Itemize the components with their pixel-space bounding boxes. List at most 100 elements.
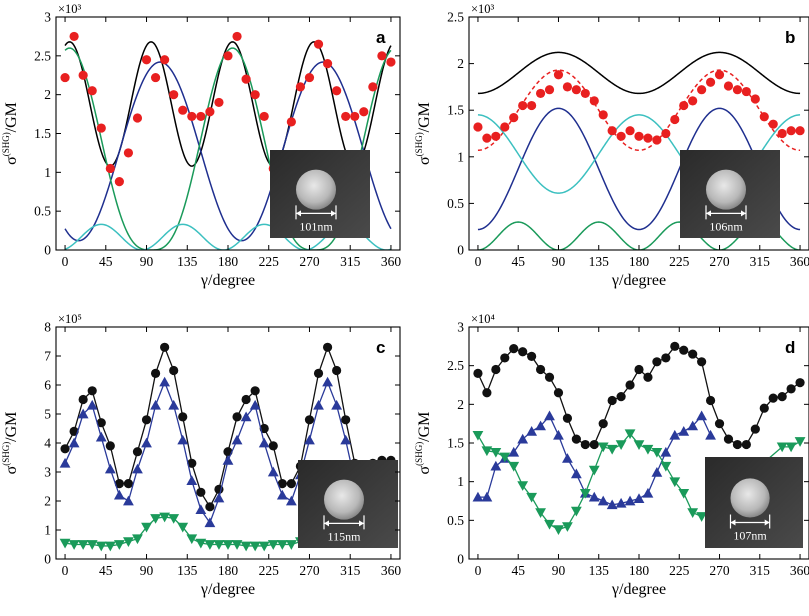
sem-inset: 101nm [270,150,370,238]
x-tick-label: 0 [475,563,482,578]
x-tick-label: 45 [99,254,113,269]
data-point [222,540,234,550]
data-point [687,508,699,518]
data-point [651,447,663,458]
y-axis-label-sup: (SHG) [414,442,424,466]
panel-label: a [376,28,386,47]
data-point [776,442,788,453]
y-tick-label: 4 [44,436,51,451]
y-axis-label-sup: (SHG) [414,132,424,156]
data-point [517,433,529,444]
data-point [597,442,609,453]
x-tick-label: 0 [62,254,69,269]
data-point [661,128,671,139]
scale-bar-label: 106nm [709,219,743,233]
data-point [141,522,152,533]
x-tick-label: 315 [340,563,361,578]
scale-bar-label: 107nm [733,529,767,543]
data-point [615,497,627,508]
data-point [785,442,797,453]
data-point [169,90,179,100]
data-point [660,461,672,472]
y-tick-label: 1.5 [447,436,464,451]
data-point [196,487,206,497]
x-tick-label: 270 [709,254,730,269]
y-axis-label-sup: (SHG) [1,132,11,156]
data-point [259,111,269,122]
x-tick-label: 360 [381,254,402,269]
panel-a: 101nm 0 45 90 135 180 225 270 315 360 0 0.5 1 1.5 2 2.5… [1,2,401,289]
data-point [186,475,198,486]
data-point [68,540,80,550]
data-point [150,399,161,410]
data-point [160,55,170,65]
y-tick-label: 1 [457,474,464,489]
data-point [322,376,333,387]
data-point [150,514,161,524]
data-point [553,525,564,536]
data-point [697,357,707,367]
data-point [544,410,555,421]
x-tick-label: 0 [62,563,69,578]
data-point [187,458,197,468]
y-tick-label: 0.5 [447,196,464,211]
x-tick-label: 0 [475,254,482,269]
data-point [276,540,288,550]
data-point [491,364,501,375]
data-point [232,31,242,42]
y-tick-label: 2.5 [447,358,464,373]
data-point [304,415,315,425]
sem-inset: 115nm [298,460,398,548]
x-tick-label: 135 [177,563,198,578]
data-point [150,368,161,378]
data-point [482,133,492,143]
data-point [562,413,573,423]
data-point [132,113,143,123]
x-tick-label: 45 [511,563,525,578]
y-tick-label: 2 [457,56,464,71]
x-tick-label: 225 [259,254,280,269]
data-point [634,131,644,141]
data-point [616,131,626,141]
y-axis-label: σ(SHG)/GM [1,102,20,165]
y-tick-label: 0 [457,243,464,258]
data-point [341,111,351,122]
y-tick-label: 0 [457,552,464,567]
data-point [500,353,510,363]
data-point [59,538,71,549]
data-point [570,468,582,479]
data-point [104,463,116,474]
x-tick-label: 90 [552,254,566,269]
data-point [177,522,189,533]
data-point [518,100,528,111]
y-axis-label: σ(SHG)/GM [414,102,433,165]
data-point [642,487,654,498]
data-point [481,491,493,502]
data-point [472,430,484,441]
data-point [123,479,134,489]
data-point [795,126,805,136]
y-axis-label-main: σ [416,465,433,474]
data-point [652,357,662,367]
plot-area [472,341,806,536]
y-axis-label: σ(SHG)/GM [414,412,433,475]
data-point [481,446,493,457]
data-point [86,540,98,550]
x-tick-label: 360 [381,563,402,578]
y-axis-label-tail: /GM [416,412,433,442]
data-point [705,395,716,406]
series-2 [59,512,315,552]
panel-label: c [376,338,385,357]
data-point [177,434,189,445]
data-point [509,113,519,123]
data-point [688,96,698,106]
data-point [113,489,125,500]
data-point [123,537,134,547]
data-point [508,461,520,472]
data-point [331,399,343,410]
x-tick-label: 315 [750,563,771,578]
data-point [205,502,215,512]
x-tick-label: 315 [340,254,361,269]
data-point [570,506,582,517]
